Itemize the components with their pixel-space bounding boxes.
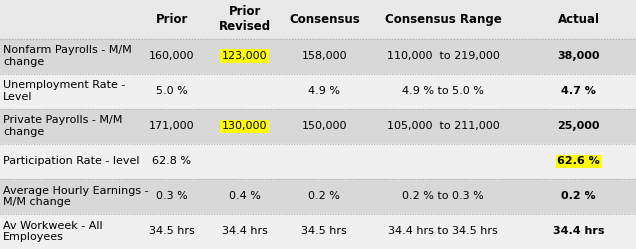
Bar — [0, 39, 636, 74]
Bar — [0, 109, 636, 144]
Bar — [0, 214, 636, 249]
Bar — [0, 179, 636, 214]
Text: 5.0 %: 5.0 % — [156, 86, 188, 96]
Text: 34.5 hrs: 34.5 hrs — [149, 227, 195, 237]
Bar — [0, 74, 636, 109]
Text: 150,000: 150,000 — [301, 121, 347, 131]
Text: 62.8 %: 62.8 % — [152, 156, 191, 166]
Text: Av Workweek - All
Employees: Av Workweek - All Employees — [3, 221, 103, 242]
Text: 171,000: 171,000 — [149, 121, 195, 131]
Text: Private Payrolls - M/M
change: Private Payrolls - M/M change — [3, 116, 123, 137]
Text: 38,000: 38,000 — [558, 51, 600, 61]
Text: Participation Rate - level: Participation Rate - level — [3, 156, 140, 166]
Text: 0.4 %: 0.4 % — [229, 191, 261, 201]
Text: Consensus: Consensus — [289, 13, 360, 26]
Text: 0.2 %: 0.2 % — [308, 191, 340, 201]
Text: Nonfarm Payrolls - M/M
change: Nonfarm Payrolls - M/M change — [3, 45, 132, 67]
Text: Consensus Range: Consensus Range — [385, 13, 502, 26]
Text: 0.3 %: 0.3 % — [156, 191, 188, 201]
Text: 62.6 %: 62.6 % — [557, 156, 600, 166]
Text: 4.7 %: 4.7 % — [562, 86, 596, 96]
Text: 0.2 % to 0.3 %: 0.2 % to 0.3 % — [403, 191, 484, 201]
Text: 160,000: 160,000 — [149, 51, 195, 61]
Text: 34.4 hrs: 34.4 hrs — [553, 227, 604, 237]
Text: 0.2 %: 0.2 % — [562, 191, 596, 201]
Text: 130,000: 130,000 — [222, 121, 268, 131]
Text: 105,000  to 211,000: 105,000 to 211,000 — [387, 121, 500, 131]
Text: 34.5 hrs: 34.5 hrs — [301, 227, 347, 237]
Text: Prior
Revised: Prior Revised — [219, 5, 271, 33]
Text: 123,000: 123,000 — [222, 51, 268, 61]
Bar — [0, 144, 636, 179]
Text: 25,000: 25,000 — [558, 121, 600, 131]
Text: 34.4 hrs to 34.5 hrs: 34.4 hrs to 34.5 hrs — [389, 227, 498, 237]
Text: 4.9 %: 4.9 % — [308, 86, 340, 96]
Bar — [0, 0, 636, 39]
Text: Prior: Prior — [156, 13, 188, 26]
Text: Average Hourly Earnings -
M/M change: Average Hourly Earnings - M/M change — [3, 186, 149, 207]
Text: 110,000  to 219,000: 110,000 to 219,000 — [387, 51, 500, 61]
Text: 4.9 % to 5.0 %: 4.9 % to 5.0 % — [403, 86, 484, 96]
Text: Actual: Actual — [558, 13, 600, 26]
Text: 158,000: 158,000 — [301, 51, 347, 61]
Text: 34.4 hrs: 34.4 hrs — [222, 227, 268, 237]
Text: Unemployment Rate -
Level: Unemployment Rate - Level — [3, 80, 125, 102]
